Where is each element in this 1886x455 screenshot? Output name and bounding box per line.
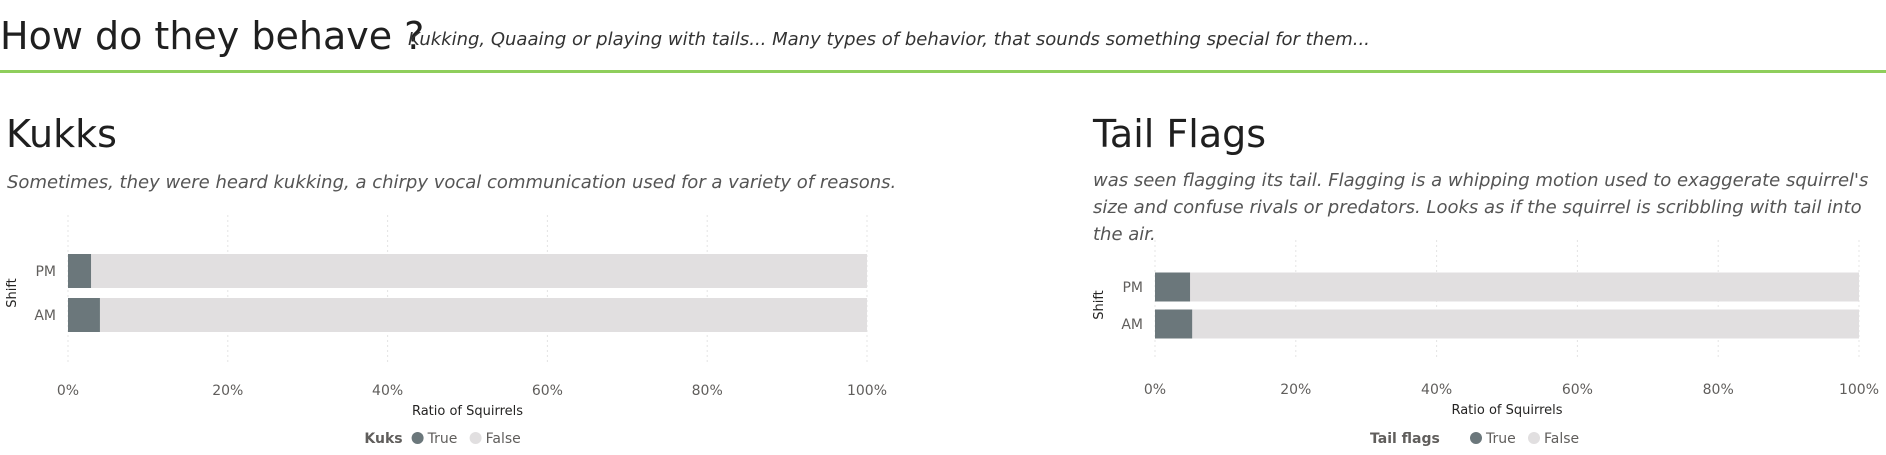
tail-flags-bar-am-false [1192, 309, 1859, 339]
tail-flags-category-label: PM [1122, 280, 1143, 296]
tail-flags-x-axis-title: Ratio of Squirrels [1451, 403, 1562, 418]
tail-flags-xtick-label: 40% [1421, 382, 1452, 398]
kukks-bar-pm-false [91, 254, 867, 288]
page-subtitle: Kukking, Quaaing or playing with tails..… [408, 29, 1370, 50]
tail-flags-bar-pm-true [1155, 272, 1191, 302]
tail-flags-legend-title: Tail flags [1370, 431, 1440, 447]
kukks-bar-am-true [68, 298, 100, 332]
kukks-category-label: PM [35, 264, 56, 280]
tail-flags-title: Tail Flags [1093, 112, 1267, 156]
kukks-category-label: AM [34, 308, 56, 324]
kukks-xtick-label: 100% [847, 383, 887, 399]
kukks-xtick-label: 60% [532, 383, 563, 399]
page-title: How do they behave ? [0, 14, 425, 58]
tail-flags-y-axis-title: Shift [1092, 290, 1107, 320]
tail-flags-legend-swatch-false [1528, 432, 1540, 444]
kukks-title: Kukks [6, 112, 117, 156]
kukks-xtick-label: 40% [372, 383, 403, 399]
tail-flags-bar-am-true [1155, 309, 1193, 339]
kukks-xtick-label: 0% [57, 383, 79, 399]
kukks-y-axis-title: Shift [5, 278, 20, 308]
tail-flags-category-label: AM [1121, 317, 1143, 333]
tail-flags-bar-pm-false [1190, 272, 1859, 302]
kukks-legend-title: Kuks [364, 431, 402, 447]
tail-flags-legend-label-true: True [1485, 431, 1516, 447]
tail-flags-legend-swatch-true [1470, 432, 1482, 444]
tail-flags-xtick-label: 100% [1839, 382, 1879, 398]
kukks-bar-pm-true [68, 254, 92, 288]
tail-flags-xtick-label: 0% [1144, 382, 1166, 398]
kukks-legend-swatch-true [411, 432, 424, 444]
kukks-description: Sometimes, they were heard kukking, a ch… [7, 172, 897, 193]
tail-flags-legend-label-false: False [1544, 431, 1579, 447]
tail-flags-xtick-label: 80% [1703, 382, 1734, 398]
tail-flags-description: was seen flagging its tail. Flagging is … [1093, 170, 1869, 245]
kukks-xtick-label: 20% [212, 383, 243, 399]
page-header: How do they behave ? Kukking, Quaaing or… [0, 0, 1886, 73]
kukks-xtick-label: 80% [692, 383, 723, 399]
kukks-legend-label-false: False [486, 431, 521, 447]
kukks-x-axis-title: Ratio of Squirrels [412, 404, 523, 419]
kukks-bar-am-false [99, 298, 867, 332]
tail-flags-xtick-label: 60% [1562, 382, 1593, 398]
kukks-legend-swatch-false [469, 432, 482, 444]
tail-flags-xtick-label: 20% [1280, 382, 1311, 398]
kukks-legend-label-true: True [427, 431, 458, 447]
